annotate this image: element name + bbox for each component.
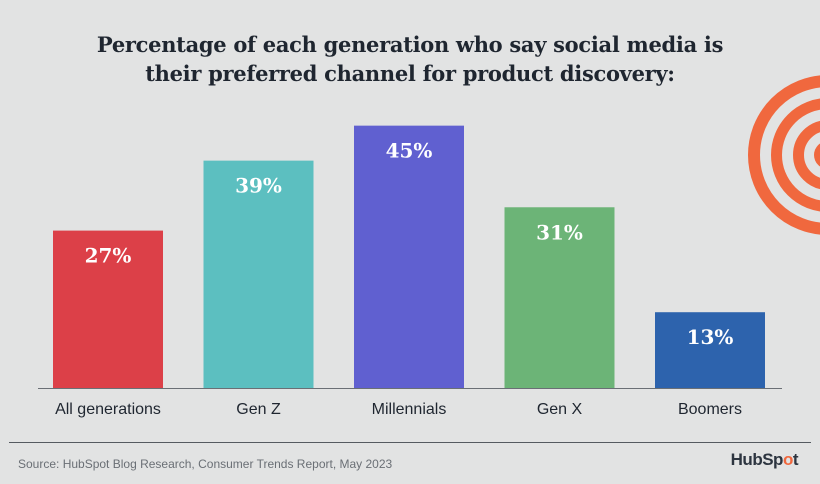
source-note: Source: HubSpot Blog Research, Consumer … [18, 457, 393, 471]
ring-decoration-1 [771, 98, 820, 212]
hubspot-logo: HubSpot [730, 450, 799, 469]
footer-divider [9, 442, 811, 443]
category-label-4: Boomers [678, 401, 742, 418]
ring-decoration-0 [748, 75, 820, 235]
ring-decoration-center [814, 143, 820, 167]
chart-title: Percentage of each generation who say so… [0, 30, 820, 88]
data-label-3: 31% [536, 220, 583, 244]
ring-decoration-2 [793, 120, 820, 190]
bar-4 [655, 312, 765, 388]
bar-3 [504, 207, 615, 388]
bar-1 [203, 160, 314, 388]
title-line-2: their preferred channel for product disc… [145, 61, 675, 86]
data-label-0: 27% [85, 244, 132, 268]
bar-2 [354, 125, 464, 389]
category-label-3: Gen X [537, 401, 583, 418]
category-label-2: Millennials [372, 401, 447, 418]
data-label-4: 13% [687, 325, 734, 349]
category-label-0: All generations [55, 401, 161, 418]
bar-0 [53, 230, 163, 388]
category-label-1: Gen Z [236, 401, 281, 418]
data-label-2: 45% [386, 139, 433, 163]
data-label-1: 39% [235, 174, 282, 198]
title-line-1: Percentage of each generation who say so… [96, 32, 724, 57]
